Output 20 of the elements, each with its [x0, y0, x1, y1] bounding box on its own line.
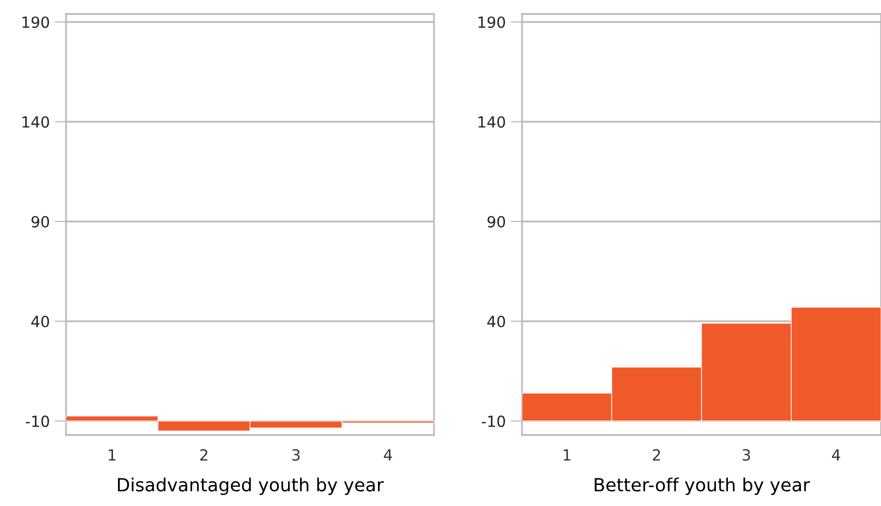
x-tick-label: 2 [200, 449, 208, 460]
y-tick-label: -10 [26, 416, 50, 428]
y-tick-label: 190 [22, 16, 50, 28]
x-tick-label: 1 [108, 449, 116, 460]
y-tick-label: 40 [31, 316, 50, 328]
y-tick-label: 90 [32, 216, 50, 228]
x-tick-label: 1 [564, 449, 570, 460]
y-tick-label: 190 [478, 16, 506, 28]
x-tick-label: 4 [384, 449, 392, 460]
y-tick-label: 40 [487, 316, 506, 328]
x-axis-title: Better-off youth by year [594, 478, 810, 496]
x-tick-label: 3 [292, 449, 300, 461]
x-tick-label: 2 [652, 449, 660, 460]
x-tick-label: 4 [832, 449, 840, 460]
y-tick-label: 140 [22, 116, 50, 128]
y-tick-label: -10 [482, 416, 506, 428]
x-tick-label: 3 [742, 449, 750, 461]
y-tick-label: 90 [488, 216, 506, 228]
x-axis-title: Disadvantaged youth by year [118, 478, 384, 496]
y-tick-label: 140 [478, 116, 506, 128]
